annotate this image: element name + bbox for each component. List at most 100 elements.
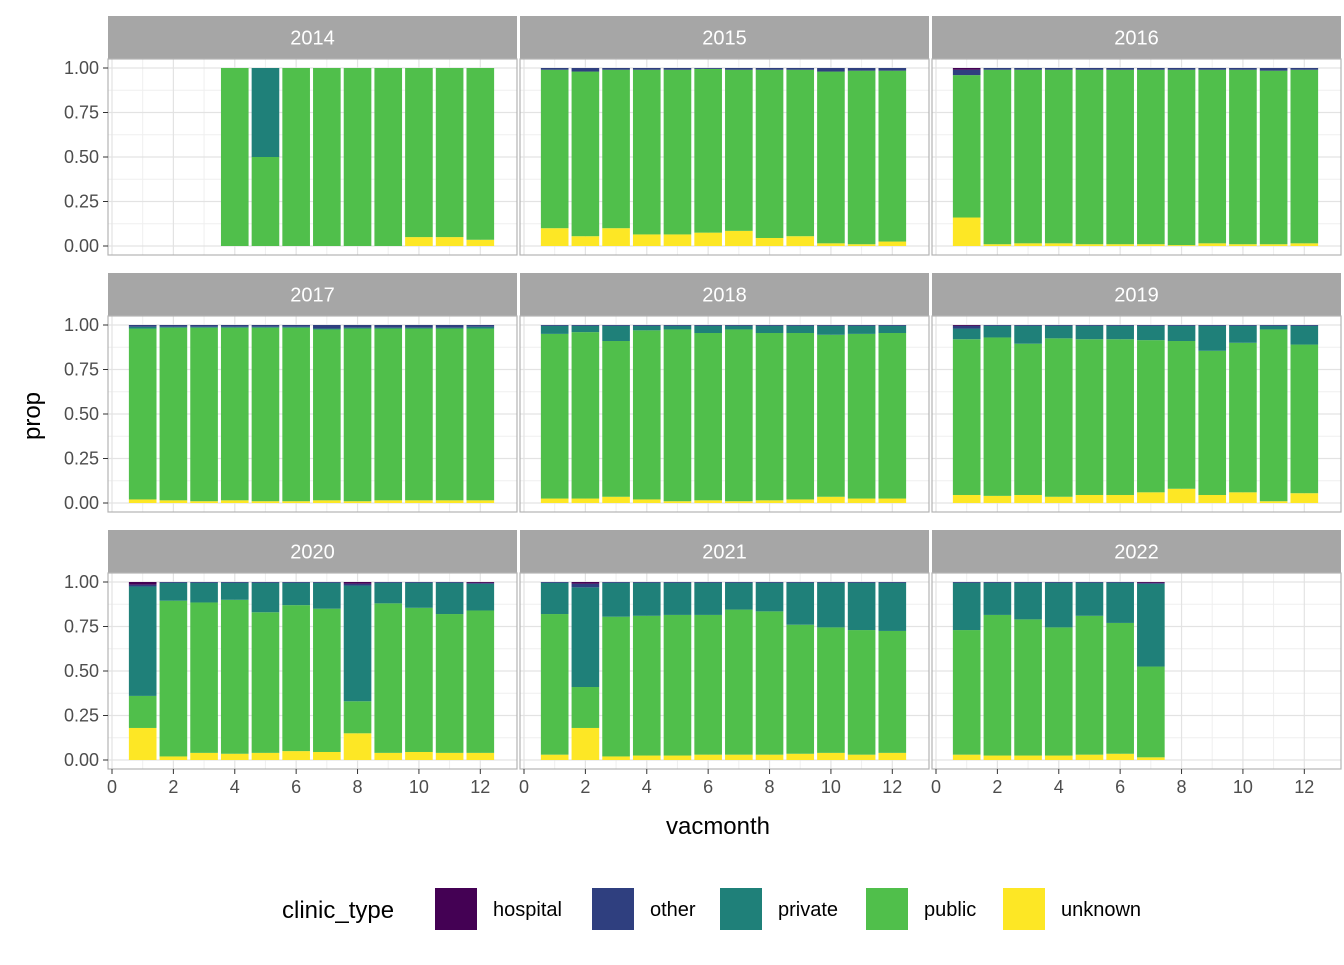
legend-label-other: other <box>650 899 696 921</box>
bar-segment-other <box>540 582 569 583</box>
bar-segment-public <box>817 334 845 497</box>
facet-strip <box>108 16 517 59</box>
facet-strip <box>520 273 929 316</box>
x-tick-label: 12 <box>882 777 902 797</box>
bar-segment-public <box>694 68 722 233</box>
bar-segment-private <box>1106 325 1134 340</box>
x-tick-label: 8 <box>353 777 363 797</box>
bar-segment-private <box>663 582 692 615</box>
bar-segment-public <box>220 599 249 754</box>
bar-segment-public <box>128 695 157 728</box>
bar-segment-public <box>343 68 372 246</box>
bar-segment-private <box>694 325 722 334</box>
bar-segment-public <box>374 68 403 246</box>
bar-segment-public <box>405 328 433 501</box>
bar-segment-unknown <box>817 496 845 503</box>
bar-segment-other <box>632 325 661 326</box>
bar-segment-private <box>1167 325 1196 342</box>
bar-segment-unknown <box>694 754 722 760</box>
bar-segment-public <box>983 337 1012 496</box>
bar-segment-public <box>190 602 218 753</box>
bar-segment-other <box>128 584 157 587</box>
bar-segment-private <box>466 583 495 611</box>
bar-segment-public <box>632 615 661 756</box>
bar-segment-other <box>817 582 845 583</box>
bar-segment-unknown <box>1198 494 1227 503</box>
bar-segment-unknown <box>1137 492 1165 503</box>
bar-segment-private <box>1137 325 1165 341</box>
bar-segment-public <box>435 68 464 238</box>
bar-segment-other <box>1106 582 1134 583</box>
bar-segment-other <box>952 69 981 76</box>
bar-segment-other <box>1044 582 1073 583</box>
bar-segment-unknown <box>1106 753 1134 760</box>
bar-segment-unknown <box>786 236 815 246</box>
x-axis-title: vacmonth <box>666 813 770 840</box>
y-tick-label: 1.00 <box>64 572 99 592</box>
y-tick-label: 0.75 <box>64 617 99 637</box>
bar-segment-unknown <box>983 755 1012 760</box>
bar-segment-other <box>878 68 907 71</box>
bar-segment-unknown <box>878 241 907 246</box>
facet-strip-label: 2017 <box>290 285 335 307</box>
bar-segment-unknown <box>540 228 569 246</box>
bar-segment-public <box>755 69 784 238</box>
bar-segment-hospital <box>128 582 157 585</box>
facet-strip <box>932 16 1341 59</box>
x-tick-label: 2 <box>580 777 590 797</box>
bar-segment-private <box>1075 582 1104 616</box>
bar-segment-public <box>1290 344 1319 494</box>
legend-label-private: private <box>778 899 838 921</box>
bar-segment-other <box>1229 68 1257 70</box>
bar-segment-unknown <box>725 754 753 760</box>
bar-segment-public <box>1014 69 1042 244</box>
bar-segment-other <box>1075 325 1104 326</box>
bar-segment-public <box>466 328 495 501</box>
bar-segment-private <box>374 582 403 604</box>
bar-segment-public <box>952 339 981 495</box>
bar-segment-other <box>282 325 310 327</box>
bar-segment-private <box>1106 582 1134 623</box>
bar-segment-unknown <box>1229 492 1257 503</box>
bar-segment-other <box>1198 68 1227 70</box>
bar-segment-private <box>313 582 341 609</box>
x-tick-label: 6 <box>1115 777 1125 797</box>
bar-segment-public <box>1290 69 1319 244</box>
bar-segment-unknown <box>1290 243 1319 246</box>
facet-panels: 2014 0.00 0.25 0.50 0.75 1.00 2015 2016 2017 0.00… <box>64 16 1342 797</box>
legend-key-hospital <box>435 888 477 930</box>
bar-segment-other <box>663 582 692 583</box>
bar-segment-other <box>952 325 981 329</box>
bar-segment-other <box>1259 68 1288 71</box>
bar-segment-other <box>694 325 722 326</box>
bar-segment-unknown <box>1014 755 1042 760</box>
bar-segment-private <box>1014 582 1042 620</box>
bar-segment-unknown <box>632 755 661 760</box>
bar-segment-public <box>786 69 815 237</box>
bar-segment-unknown <box>725 230 753 246</box>
bar-segment-other <box>190 582 218 583</box>
bar-segment-unknown <box>343 501 372 503</box>
bar-segment-public <box>540 69 569 229</box>
x-tick-label: 4 <box>1054 777 1064 797</box>
bar-segment-private <box>725 325 753 330</box>
bar-segment-private <box>1198 325 1227 351</box>
bar-segment-private <box>817 325 845 335</box>
bar-segment-public <box>1259 70 1288 245</box>
bar-segment-unknown <box>1167 488 1196 503</box>
bar-segment-other <box>755 68 784 70</box>
facet-strip-label: 2016 <box>1114 28 1159 50</box>
bar-segment-hospital <box>1137 582 1165 583</box>
bar-segment-hospital <box>952 68 981 70</box>
bar-segment-public <box>1106 622 1134 754</box>
facet-panel-2020: 2020 0.00 0.25 0.50 0.75 1.00 0 2 4 6 8 10 12 <box>64 530 518 797</box>
bar-segment-unknown <box>313 751 341 760</box>
bar-segment-other <box>1137 582 1165 584</box>
x-tick-label: 10 <box>409 777 429 797</box>
bar-segment-other <box>1075 582 1104 583</box>
bar-segment-other <box>983 325 1012 326</box>
bar-segment-other <box>251 325 280 327</box>
bar-segment-other <box>466 582 495 584</box>
bar-segment-public <box>1106 69 1134 245</box>
bar-segment-unknown <box>755 500 784 503</box>
